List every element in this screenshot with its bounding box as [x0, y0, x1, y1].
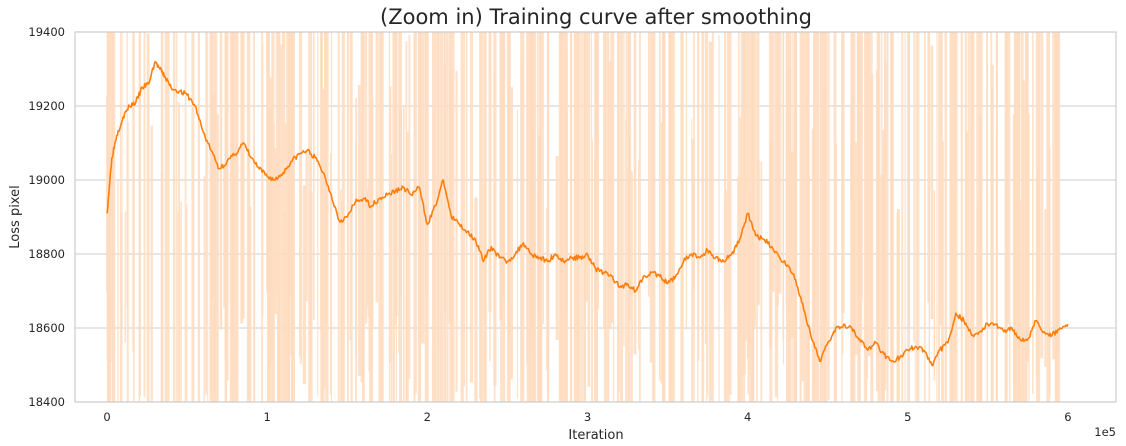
x-tick-label: 1: [264, 410, 271, 424]
y-axis-label: Loss pixel: [8, 185, 23, 248]
smoothed-loss-line: [106, 60, 1069, 367]
y-axis-ticks: 18400 18600 18800 19000 19200 19400: [28, 25, 65, 409]
smoothed-series-layer: [106, 60, 1069, 367]
x-axis-ticks: 0 1 2 3 4 5 6: [103, 410, 1071, 424]
y-tick-label: 19200: [28, 99, 65, 113]
x-axis-offset-label: 1e5: [1094, 425, 1116, 439]
y-tick-label: 18400: [28, 395, 65, 409]
plot-frame: [74, 31, 1117, 403]
x-tick-label: 4: [744, 410, 751, 424]
y-tick-label: 19400: [28, 25, 65, 39]
x-tick-label: 2: [424, 410, 431, 424]
y-tick-label: 18600: [28, 321, 65, 335]
x-tick-label: 6: [1064, 410, 1071, 424]
x-tick-label: 5: [904, 410, 911, 424]
x-tick-label: 0: [103, 410, 110, 424]
chart-title: (Zoom in) Training curve after smoothing: [380, 5, 812, 29]
y-tick-label: 19000: [28, 173, 65, 187]
x-axis-label: Iteration: [568, 428, 623, 443]
y-tick-label: 18800: [28, 247, 65, 261]
x-tick-label: 3: [584, 410, 591, 424]
raw-series-layer: [106, 32, 1061, 402]
